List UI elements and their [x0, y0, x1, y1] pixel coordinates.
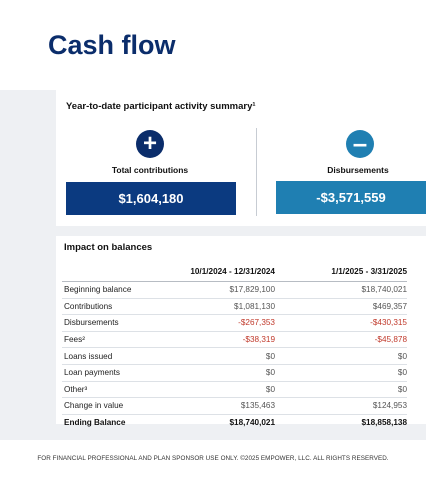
- balances-table: 10/1/2024 - 12/31/2024 1/1/2025 - 3/31/2…: [62, 263, 407, 430]
- disbursements-value: -$3,571,559: [276, 181, 426, 214]
- contributions-label: Total contributions: [111, 165, 189, 175]
- period-2-value: $469,357: [275, 298, 407, 316]
- period-1-value: $135,463: [182, 397, 275, 415]
- period-2-value: -$45,878: [275, 331, 407, 349]
- column-header-label: [62, 263, 182, 282]
- table-row: Fees² -$38,319 -$45,878: [62, 331, 407, 349]
- minus-circle-icon: –: [346, 130, 374, 158]
- table-row: Beginning balance $17,829,100 $18,740,02…: [62, 281, 407, 299]
- row-label: Loan payments: [62, 364, 182, 382]
- period-1-value: -$267,353: [182, 314, 275, 332]
- period-1-value: $18,740,021: [229, 418, 275, 428]
- period-1-value: $0: [182, 364, 275, 382]
- period-2-value: $0: [275, 381, 407, 399]
- table-row: Change in value $135,463 $124,953: [62, 397, 407, 415]
- column-header-period-1: 10/1/2024 - 12/31/2024: [182, 263, 275, 282]
- row-label: Change in value: [62, 397, 182, 415]
- row-label: Disbursements: [62, 314, 182, 332]
- period-2-value: $18,858,138: [361, 418, 407, 428]
- summary-title: Year-to-date participant activity summar…: [66, 101, 256, 112]
- table-row: Contributions $1,081,130 $469,357: [62, 298, 407, 316]
- period-1-value: $1,081,130: [182, 298, 275, 316]
- row-label: Other³: [62, 381, 182, 399]
- table-row: Loans issued $0 $0: [62, 347, 407, 365]
- row-label: Fees²: [62, 331, 182, 349]
- period-1-value: $17,829,100: [182, 281, 275, 299]
- table-row: Loan payments $0 $0: [62, 364, 407, 382]
- summary-divider: [256, 128, 257, 216]
- period-1-value: $0: [182, 347, 275, 365]
- total-contributions-value: $1,604,180: [66, 182, 236, 215]
- page-title: Cash flow: [48, 30, 176, 60]
- period-2-value: $18,740,021: [275, 281, 407, 299]
- table-total-row: Ending Balance $18,740,021 $18,858,138: [62, 414, 407, 430]
- impact-on-balances-card: Impact on balances 10/1/2024 - 12/31/202…: [56, 236, 426, 427]
- table-header-row: 10/1/2024 - 12/31/2024 1/1/2025 - 3/31/2…: [62, 263, 407, 282]
- legal-footer: FOR FINANCIAL PROFESSIONAL AND PLAN SPON…: [37, 455, 389, 462]
- column-header-period-2: 1/1/2025 - 3/31/2025: [275, 263, 407, 282]
- period-1-value: -$38,319: [182, 331, 275, 349]
- period-2-value: -$430,315: [275, 314, 407, 332]
- table-row: Other³ $0 $0: [62, 381, 407, 399]
- row-label: Loans issued: [62, 347, 182, 365]
- period-2-value: $0: [275, 347, 407, 365]
- table-row: Disbursements -$267,353 -$430,315: [62, 314, 407, 332]
- period-2-value: $124,953: [275, 397, 407, 415]
- period-1-value: $0: [182, 381, 275, 399]
- row-label: Ending Balance: [64, 418, 126, 428]
- row-label: Contributions: [62, 298, 182, 316]
- plus-circle-icon: +: [136, 130, 164, 158]
- row-label: Beginning balance: [62, 281, 182, 299]
- disbursements-label: Disbursements: [327, 165, 389, 175]
- impact-title: Impact on balances: [64, 242, 153, 253]
- period-2-value: $0: [275, 364, 407, 382]
